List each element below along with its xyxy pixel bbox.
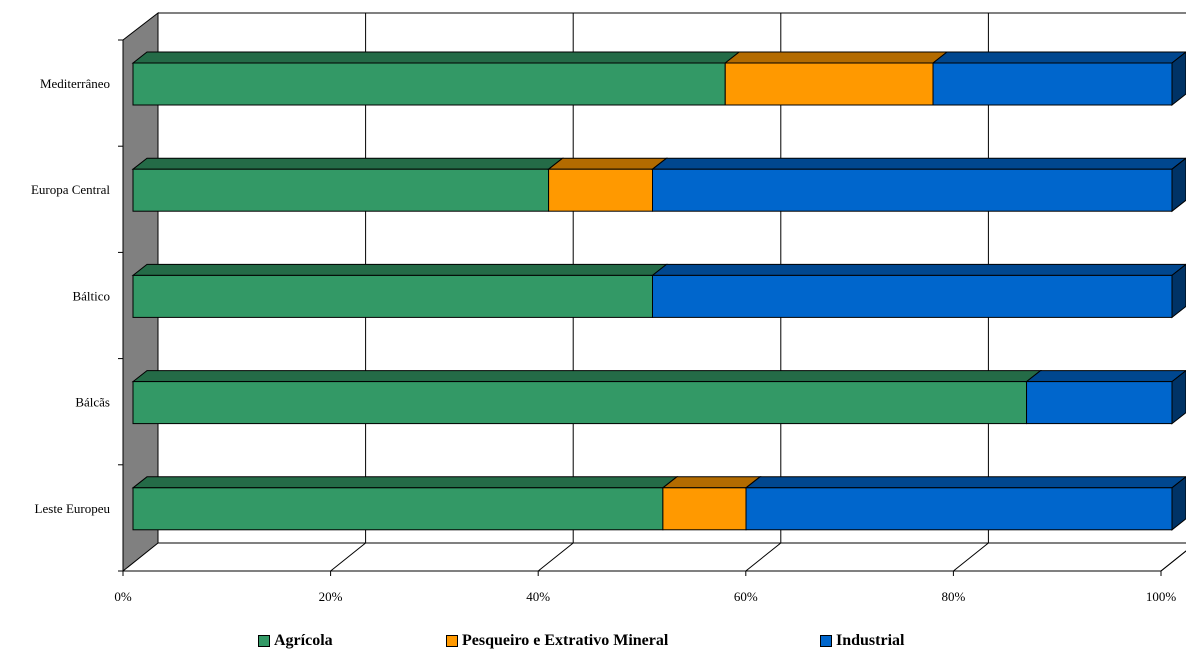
- bar-balcas-industrial: [1026, 381, 1173, 425]
- legend-label-industrial: Industrial: [836, 632, 905, 649]
- x-tick-label: 80%: [941, 589, 965, 604]
- bar-mediterraneo-industrial-top: [931, 51, 1186, 64]
- bar-mediterraneo-agricola-top: [131, 51, 741, 64]
- bar-europa-central-pesqueiro-e-extrativo-mineral: [548, 168, 653, 212]
- floor: [123, 542, 1186, 572]
- bar-leste-europeu-agricola-top: [131, 476, 679, 489]
- legend-item-industrial: Industrial: [820, 632, 904, 650]
- bars: [131, 51, 1186, 531]
- legend-swatch-pesqueiro: [446, 635, 458, 647]
- bar-balcas-agricola-top: [131, 370, 1042, 383]
- legend-label-agricola: Agrícola: [274, 632, 333, 649]
- bar-leste-europeu-industrial: [745, 487, 1173, 531]
- bar-balcas-industrial-top: [1025, 370, 1186, 383]
- bar-baltico-agricola: [132, 274, 653, 318]
- bar-baltico-industrial-top: [651, 263, 1186, 276]
- category-label: Leste Europeu: [35, 501, 111, 516]
- gridline-floor: [1160, 550, 1186, 572]
- bar-leste-europeu-industrial-top: [744, 476, 1186, 489]
- bar-leste-europeu-agricola: [132, 487, 664, 531]
- bar-mediterraneo-agricola: [132, 62, 726, 106]
- bar-europa-central-agricola-top: [131, 157, 565, 170]
- bar-leste-europeu-pesqueiro-e-extrativo-mineral: [662, 487, 747, 531]
- bar-balcas-agricola: [132, 381, 1028, 425]
- x-tick-label: 40%: [526, 589, 550, 604]
- gridline-floor: [745, 542, 782, 572]
- bar-balcas-industrial-side: [1171, 369, 1186, 425]
- category-label: Europa Central: [31, 182, 110, 197]
- gridline-floor: [330, 542, 366, 572]
- x-tick-label: 20%: [319, 589, 343, 604]
- category-label: Bálcãs: [75, 395, 110, 410]
- category-label: Báltico: [72, 288, 110, 303]
- bar-leste-europeu-pesqueiro-e-extrativo-mineral-top: [661, 476, 762, 489]
- bar-europa-central-industrial-side: [1171, 157, 1186, 213]
- bar-leste-europeu-industrial-side: [1171, 476, 1186, 531]
- x-tick-label: 60%: [734, 589, 758, 604]
- bar-mediterraneo-industrial: [932, 62, 1173, 106]
- bar-baltico-industrial: [652, 274, 1173, 318]
- bar-mediterraneo-pesqueiro-e-extrativo-mineral: [724, 62, 934, 106]
- category-label: Mediterrâneo: [40, 76, 110, 91]
- x-tick-label: 100%: [1146, 589, 1177, 604]
- gridline-floor: [953, 542, 989, 572]
- legend: Agrícola Pesqueiro e Extrativo Mineral I…: [0, 632, 1186, 654]
- bar-europa-central-industrial: [652, 168, 1173, 212]
- bar-mediterraneo-pesqueiro-e-extrativo-mineral-top: [723, 51, 949, 64]
- bar-mediterraneo-industrial-side: [1171, 51, 1186, 107]
- legend-swatch-agricola: [258, 635, 270, 647]
- legend-swatch-industrial: [820, 635, 832, 647]
- x-tick-label: 0%: [114, 589, 132, 604]
- axis-labels: 0% 20% 40% 60% 80% 100% Mediterrâneo Europa Cen…: [31, 76, 1176, 604]
- legend-item-pesqueiro: Pesqueiro e Extrativo Mineral: [446, 632, 668, 650]
- gridline-floor: [537, 542, 574, 572]
- bar-europa-central-pesqueiro-e-extrativo-mineral-top: [547, 157, 668, 170]
- bar-europa-central-industrial-top: [651, 157, 1186, 170]
- bar-europa-central-agricola: [132, 168, 550, 212]
- bar-baltico-agricola-top: [131, 263, 668, 276]
- bar-baltico-industrial-side: [1171, 263, 1186, 319]
- legend-label-pesqueiro: Pesqueiro e Extrativo Mineral: [462, 632, 669, 649]
- legend-item-agricola: Agrícola: [258, 632, 333, 650]
